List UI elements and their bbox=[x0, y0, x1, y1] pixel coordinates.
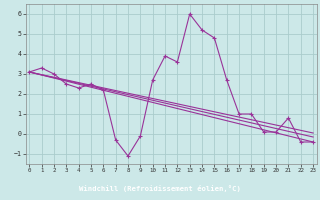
Text: Windchill (Refroidissement éolien,°C): Windchill (Refroidissement éolien,°C) bbox=[79, 185, 241, 192]
